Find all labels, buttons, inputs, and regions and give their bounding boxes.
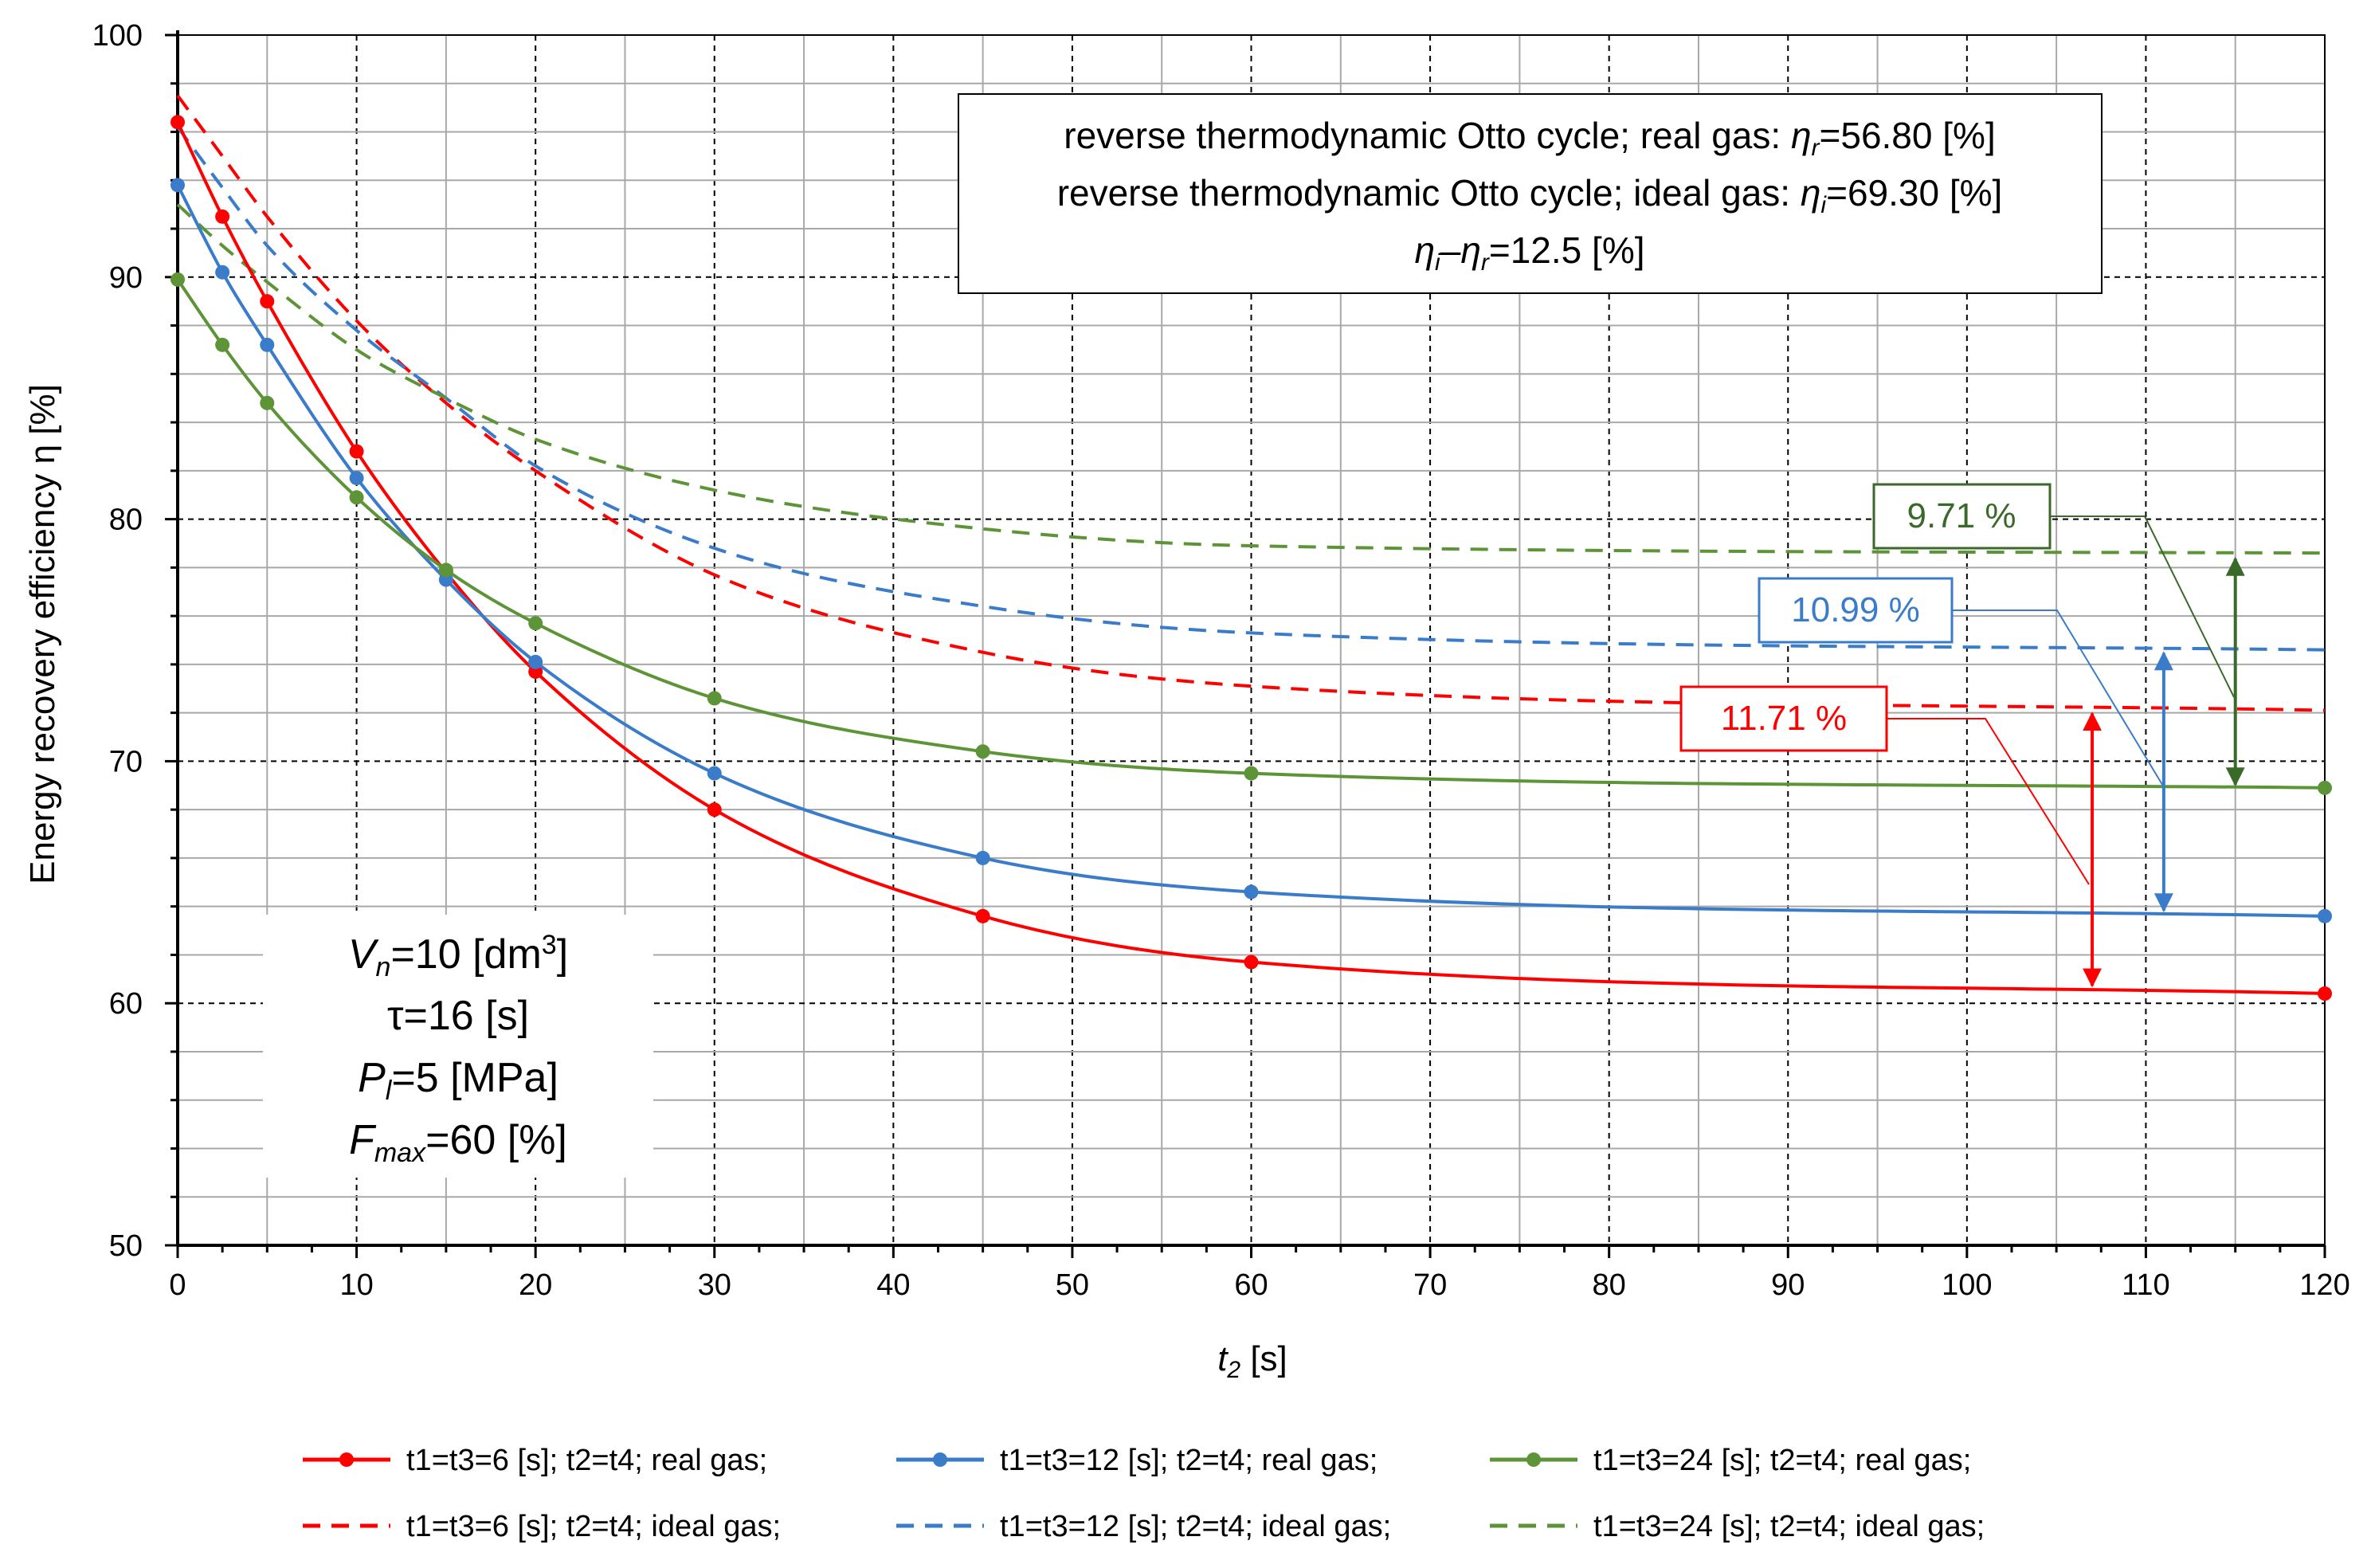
data-point [1244, 884, 1259, 900]
legend: t1=t3=6 [s]; t2=t4; real gas; t1=t3=12 [s… [303, 1444, 1985, 1543]
gap-red-label: 11.71 % [1721, 699, 1847, 738]
data-point [215, 265, 230, 280]
gap-red-box [1679, 685, 1888, 752]
info-box: reverse thermodynamic Otto cycle; real g… [958, 93, 2103, 294]
legend-label: t1=t3=6 [s]; t2=t4; ideal gas; [406, 1510, 781, 1543]
series-line [176, 203, 2326, 555]
data-point [2318, 908, 2332, 923]
gap-blue-label: 10.99 % [1791, 590, 1919, 629]
y-tick-label: 90 [109, 261, 143, 295]
y-axis-title: Energy recovery efficiency η [%] [23, 384, 62, 884]
series-ideal-5 [176, 203, 2326, 555]
data-point [215, 209, 230, 224]
series-line [176, 184, 2326, 918]
data-point [260, 337, 275, 352]
x-tick-label: 70 [1413, 1268, 1447, 1302]
legend-item: t1=t3=12 [s]; t2=t4; real gas; [896, 1444, 1378, 1477]
y-tick-label: 70 [109, 745, 143, 778]
data-point [170, 178, 185, 193]
series-line [176, 278, 2326, 790]
data-point [707, 691, 722, 706]
series-layer [170, 94, 2332, 1002]
data-point [975, 744, 990, 759]
parameters-box-bg [263, 915, 653, 1178]
param-tau: τ=16 [s] [387, 993, 529, 1039]
data-point [215, 337, 230, 352]
data-point [349, 444, 364, 459]
data-point [170, 272, 185, 287]
gap-blue-box [1758, 577, 1954, 644]
x-tick-label: 10 [339, 1268, 373, 1302]
gap-green-leader [2050, 515, 2235, 698]
x-axis-title: t2 [s] [1217, 1339, 1287, 1383]
data-point [260, 294, 275, 309]
y-tick-label: 100 [92, 19, 143, 53]
gap-red-leader [1887, 718, 2090, 885]
data-point [528, 616, 543, 631]
info-line-diff: ηi–ηr=12.5 [%] [1415, 229, 1645, 276]
data-point [2318, 986, 2332, 1002]
legend-item: t1=t3=12 [s]; t2=t4; ideal gas; [896, 1510, 1391, 1543]
data-point [260, 395, 275, 410]
legend-label: t1=t3=24 [s]; t2=t4; ideal gas; [1593, 1510, 1985, 1543]
x-tick-label: 60 [1234, 1268, 1268, 1302]
x-tick-label: 50 [1056, 1268, 1089, 1302]
legend-item: t1=t3=6 [s]; t2=t4; real gas; [303, 1444, 767, 1477]
legend-label: t1=t3=12 [s]; t2=t4; real gas; [1000, 1444, 1378, 1477]
legend-marker [933, 1452, 947, 1467]
series-real-2 [170, 272, 2332, 795]
info-line-ideal: reverse thermodynamic Otto cycle; ideal … [1057, 172, 2003, 218]
x-tick-label: 90 [1771, 1268, 1805, 1302]
data-point [1244, 766, 1259, 781]
gap-green-label: 9.71 % [1907, 496, 2016, 535]
param-pressure: Pl=5 [MPa] [358, 1055, 558, 1106]
x-tick-label: 110 [2122, 1268, 2170, 1302]
x-tick-label: 100 [1942, 1268, 1992, 1302]
legend-label: t1=t3=12 [s]; t2=t4; ideal gas; [1000, 1510, 1391, 1543]
info-line-real: reverse thermodynamic Otto cycle; real g… [1064, 115, 1995, 161]
data-point [170, 115, 185, 130]
series-real-1 [170, 178, 2332, 923]
x-tick-label: 40 [876, 1268, 910, 1302]
x-tick-label: 30 [698, 1268, 731, 1302]
data-point [975, 908, 990, 923]
x-tick-label: 120 [2299, 1268, 2349, 1302]
data-point [2318, 780, 2332, 795]
param-volume: Vn=10 [dm3] [348, 930, 568, 982]
legend-item: t1=t3=6 [s]; t2=t4; ideal gas; [303, 1510, 781, 1543]
data-point [707, 802, 722, 817]
gap-callouts: 9.71 % 10.99 % 11.71 % [1679, 483, 2245, 988]
series-line [176, 126, 2326, 652]
legend-item: t1=t3=24 [s]; t2=t4; real gas; [1490, 1444, 1971, 1477]
data-point [528, 654, 543, 669]
x-tick-label: 80 [1593, 1268, 1626, 1302]
legend-label: t1=t3=6 [s]; t2=t4; real gas; [406, 1444, 767, 1477]
series-line [176, 94, 2326, 712]
legend-marker [1526, 1452, 1541, 1467]
legend-marker [339, 1452, 354, 1467]
data-point [349, 470, 364, 485]
legend-label: t1=t3=24 [s]; t2=t4; real gas; [1593, 1444, 1971, 1477]
axes: 0 10 20 30 40 50 60 70 80 90 100 110 120 50 60 70 80 90 10… [92, 19, 2350, 1302]
y-tick-label: 50 [109, 1229, 143, 1263]
series-ideal-4 [176, 126, 2326, 652]
param-fmax: Fmax=60 [%] [349, 1117, 567, 1168]
parameters-box: Vn=10 [dm3] τ=16 [s] Pl=5 [MPa] Fmax=60 … [263, 915, 653, 1178]
data-point [975, 850, 990, 865]
data-point [707, 766, 722, 781]
data-point [1244, 955, 1259, 970]
gap-green-box [1872, 483, 2052, 550]
x-tick-label: 0 [169, 1268, 186, 1302]
info-box-frame [958, 93, 2103, 294]
x-tick-label: 20 [519, 1268, 552, 1302]
series-ideal-3 [176, 94, 2326, 712]
data-point [438, 563, 453, 578]
data-point [349, 490, 364, 505]
y-tick-label: 60 [109, 987, 143, 1021]
series-line [176, 121, 2326, 996]
y-tick-label: 80 [109, 504, 143, 537]
gap-blue-leader [1952, 610, 2165, 788]
legend-item: t1=t3=24 [s]; t2=t4; ideal gas; [1490, 1510, 1985, 1543]
